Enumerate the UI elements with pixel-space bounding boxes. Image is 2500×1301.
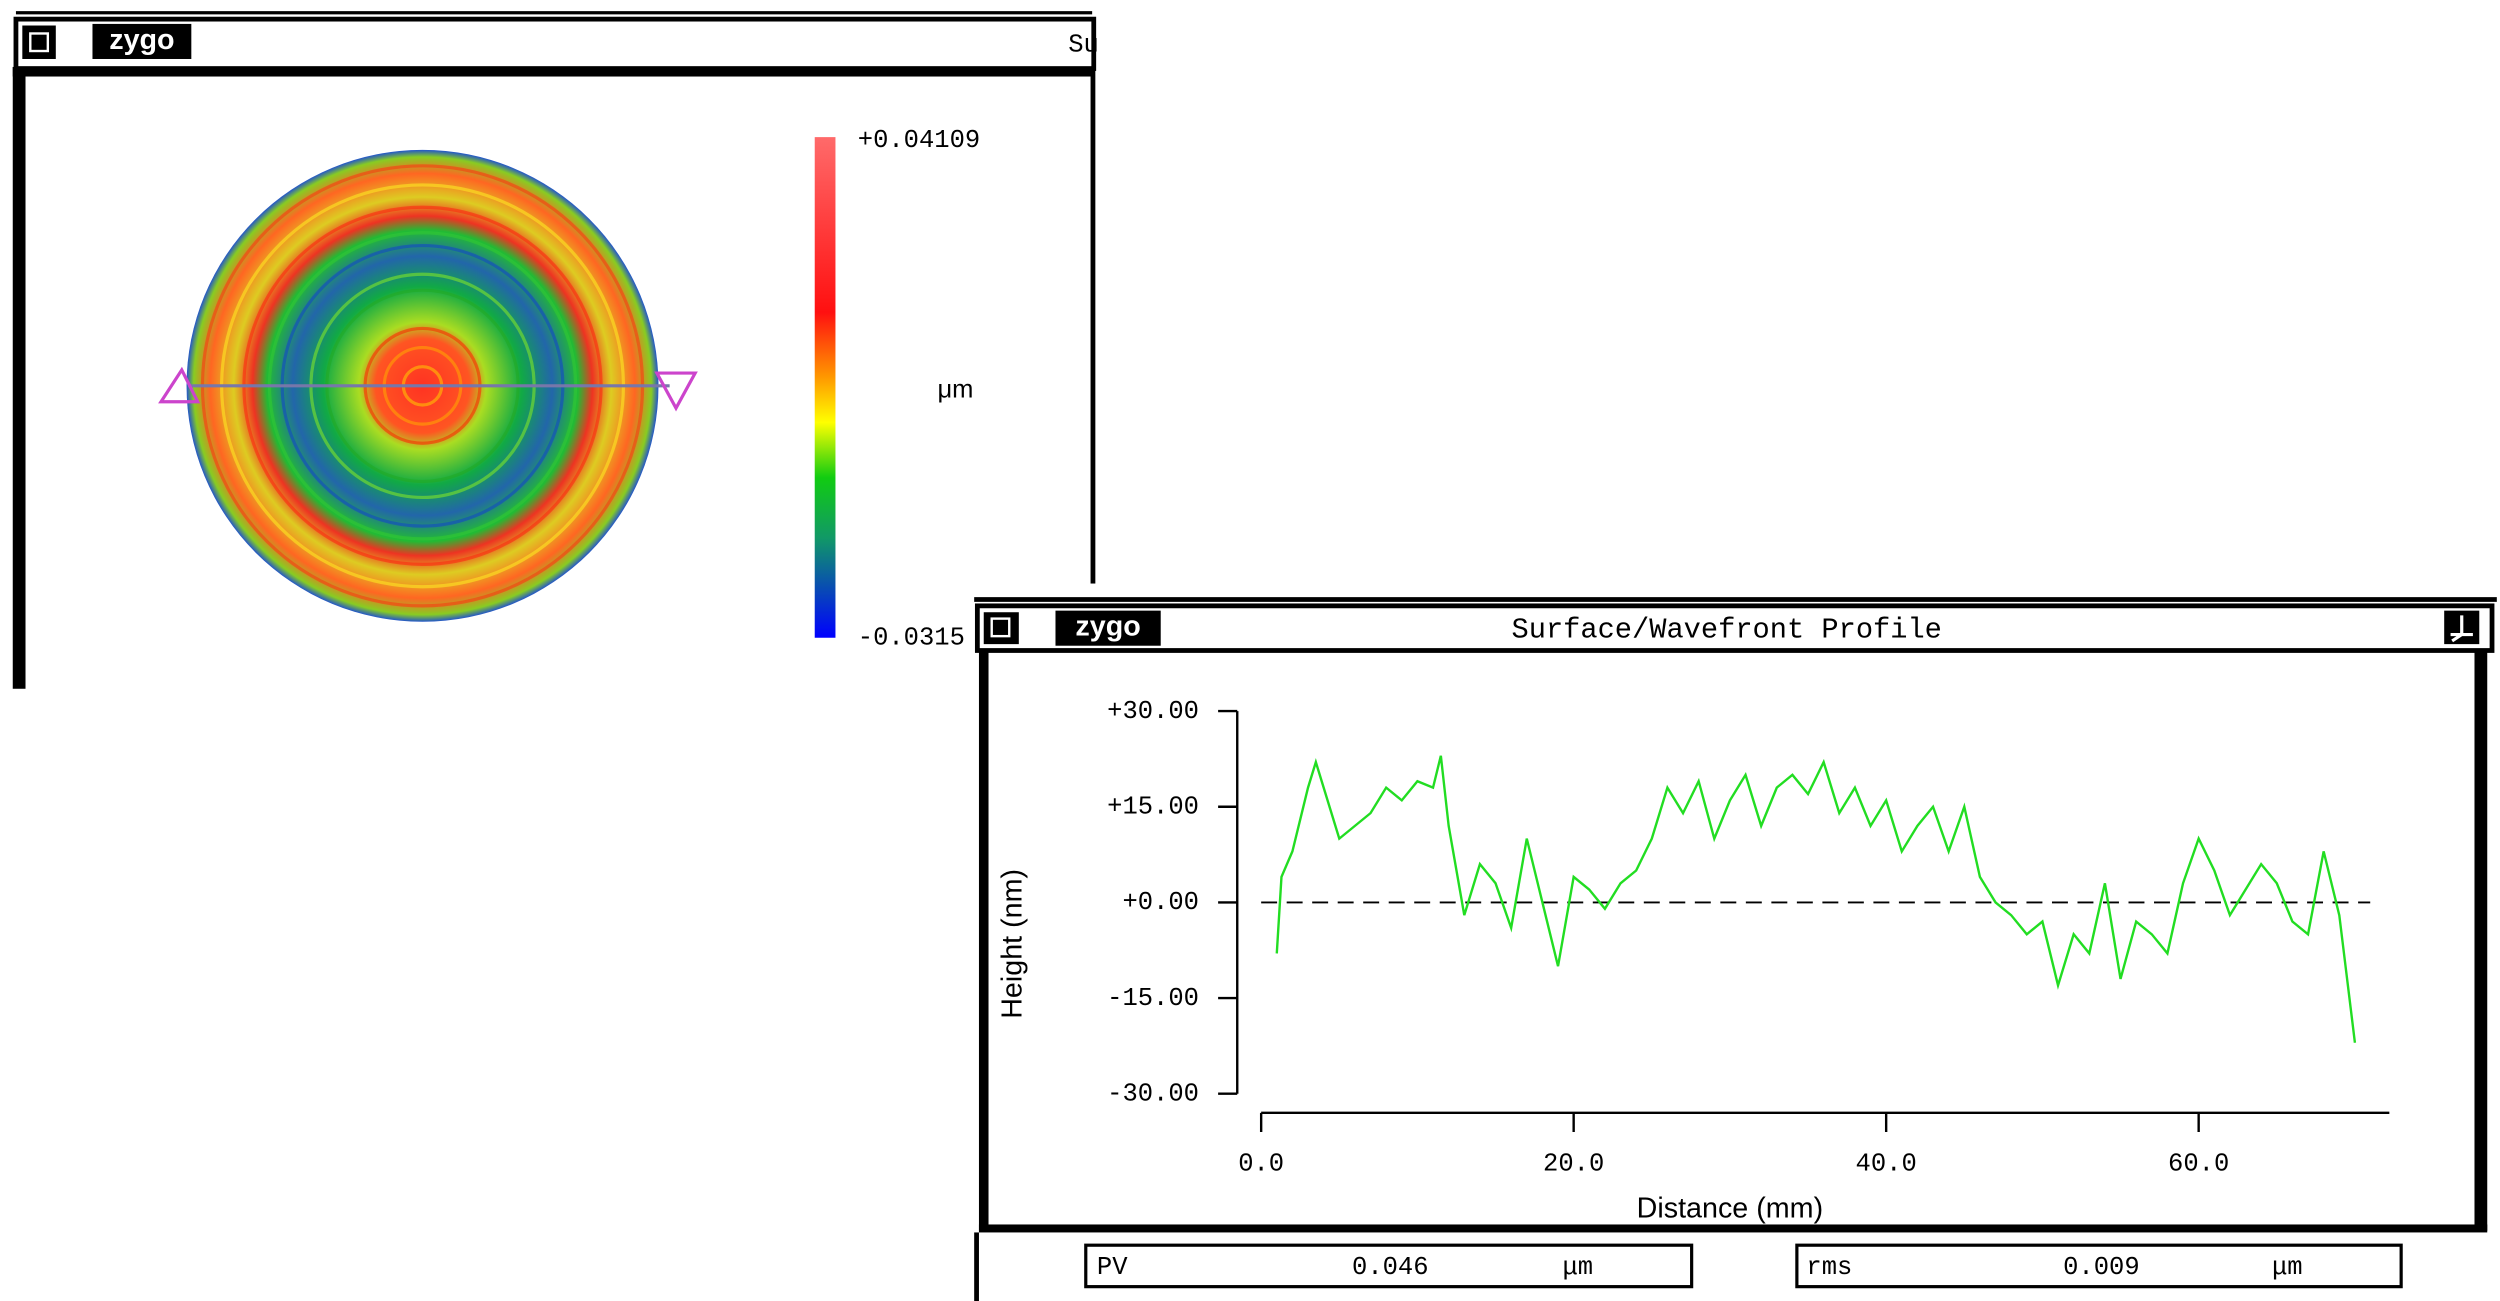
- rms-label: rms: [1806, 1253, 1852, 1282]
- colorbar-unit: μm: [938, 375, 974, 403]
- x-tick-label: 60.0: [2168, 1150, 2229, 1179]
- close-icon: [29, 32, 50, 53]
- window-title: Surface/Wavefront Profile: [1512, 613, 1942, 646]
- logo-box: [92, 23, 192, 59]
- window-background: [974, 586, 2497, 1301]
- y-tick-label: -15.00: [1107, 984, 1199, 1013]
- x-tick-label: 0.0: [1238, 1150, 1284, 1179]
- title-bar: [974, 603, 2495, 653]
- profile-handle[interactable]: [158, 366, 201, 404]
- border-left: [12, 66, 26, 689]
- y-axis-label: Height (nm): [997, 869, 1029, 1019]
- border-top: [12, 66, 1094, 77]
- border-right: [1090, 66, 1096, 584]
- colorbar-max: +0.04109: [858, 126, 980, 155]
- rms-value: 0.009: [2063, 1253, 2140, 1282]
- x-tick-label: 40.0: [1856, 1150, 1917, 1179]
- border-left: [978, 650, 989, 1231]
- x-tick-label: 20.0: [1543, 1150, 1604, 1179]
- window-title: Su: [1068, 30, 1099, 59]
- profile-window: zygo Surface/Wavefront Profile PV 0.046 …: [974, 586, 2497, 1301]
- close-button[interactable]: [22, 25, 56, 59]
- logo-box: [1055, 610, 1161, 646]
- border-bottom: [978, 1224, 2488, 1233]
- y-tick-label: +15.00: [1107, 792, 1199, 821]
- border-right: [2474, 650, 2488, 1231]
- profile-handle[interactable]: [654, 371, 698, 412]
- profile-line: [1275, 755, 2357, 1043]
- rms-box: [1795, 1243, 2403, 1289]
- logo: zygo: [1075, 611, 1140, 643]
- pv-unit: μm: [1563, 1253, 1594, 1282]
- close-icon: [990, 617, 1011, 638]
- y-tick-label: +30.00: [1107, 697, 1199, 726]
- y-tick-label: +0.00: [1122, 888, 1199, 917]
- logo: zygo: [109, 24, 174, 56]
- map-window: zygo Su +0.04109 μm -0.0315: [12, 11, 1099, 689]
- close-button[interactable]: [983, 612, 1019, 645]
- surface-rings: [200, 164, 645, 608]
- plot: +30.00 +15.00 +0.00 -15.00 -30.00 0.0 20.0 40.0…: [1107, 697, 2390, 1179]
- pv-box: [1084, 1243, 1694, 1289]
- colorbar-min: -0.0315: [858, 623, 965, 652]
- menu-icon: [2450, 615, 2473, 643]
- y-tick-label: -30.00: [1107, 1079, 1199, 1108]
- status-edge: [974, 1232, 979, 1301]
- x-axis-label: Distance (mm): [1637, 1193, 1823, 1225]
- rms-unit: μm: [2272, 1253, 2303, 1282]
- colorbar: [814, 137, 836, 638]
- pv-label: PV: [1097, 1253, 1128, 1282]
- pv-value: 0.046: [1352, 1253, 1429, 1282]
